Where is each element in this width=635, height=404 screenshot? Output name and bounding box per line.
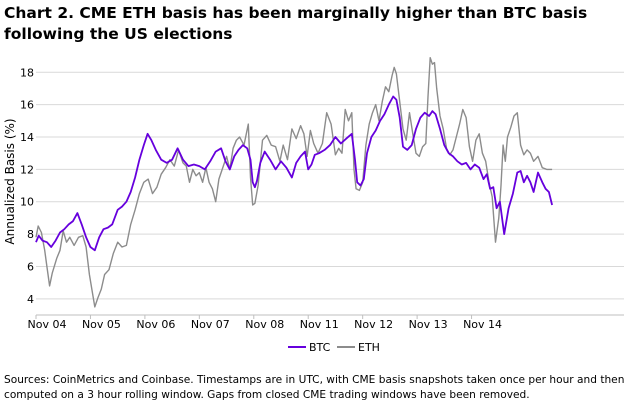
legend-label-btc: BTC — [309, 341, 331, 354]
x-tick-label: Nov 06 — [136, 318, 175, 331]
y-axis-label: Annualized Basis (%) — [3, 118, 17, 244]
y-tick-label: 6 — [27, 260, 34, 273]
y-tick-label: 14 — [20, 131, 34, 144]
y-tick-label: 4 — [27, 293, 34, 306]
x-axis-ticks: Nov 04 Nov 05 Nov 06 Nov 07 Nov 08 Nov 11 Nov … — [28, 315, 502, 331]
x-tick-label: Nov 13 — [409, 318, 448, 331]
y-axis-ticks: 4 6 8 10 12 14 16 18 — [20, 66, 34, 306]
y-tick-label: 18 — [20, 66, 34, 79]
x-tick-label: Nov 08 — [245, 318, 284, 331]
gridlines — [36, 71, 624, 300]
x-tick-label: Nov 07 — [191, 318, 230, 331]
legend-label-eth: ETH — [358, 341, 380, 354]
y-tick-label: 16 — [20, 99, 34, 112]
series-line-btc — [35, 95, 553, 252]
x-tick-label: Nov 12 — [354, 318, 393, 331]
x-tick-label: Nov 14 — [463, 318, 502, 331]
legend: BTC ETH — [288, 341, 380, 354]
series-line-eth — [35, 57, 553, 308]
y-tick-label: 12 — [20, 163, 34, 176]
chart-title: Chart 2. CME ETH basis has been marginal… — [4, 4, 588, 43]
x-tick-label: Nov 11 — [300, 318, 339, 331]
x-tick-label: Nov 05 — [82, 318, 121, 331]
y-tick-label: 10 — [20, 196, 34, 209]
source-note: Sources: CoinMetrics and Coinbase. Times… — [4, 374, 625, 401]
x-tick-label: Nov 04 — [28, 318, 67, 331]
y-tick-label: 8 — [27, 228, 34, 241]
series-lines — [35, 57, 553, 308]
